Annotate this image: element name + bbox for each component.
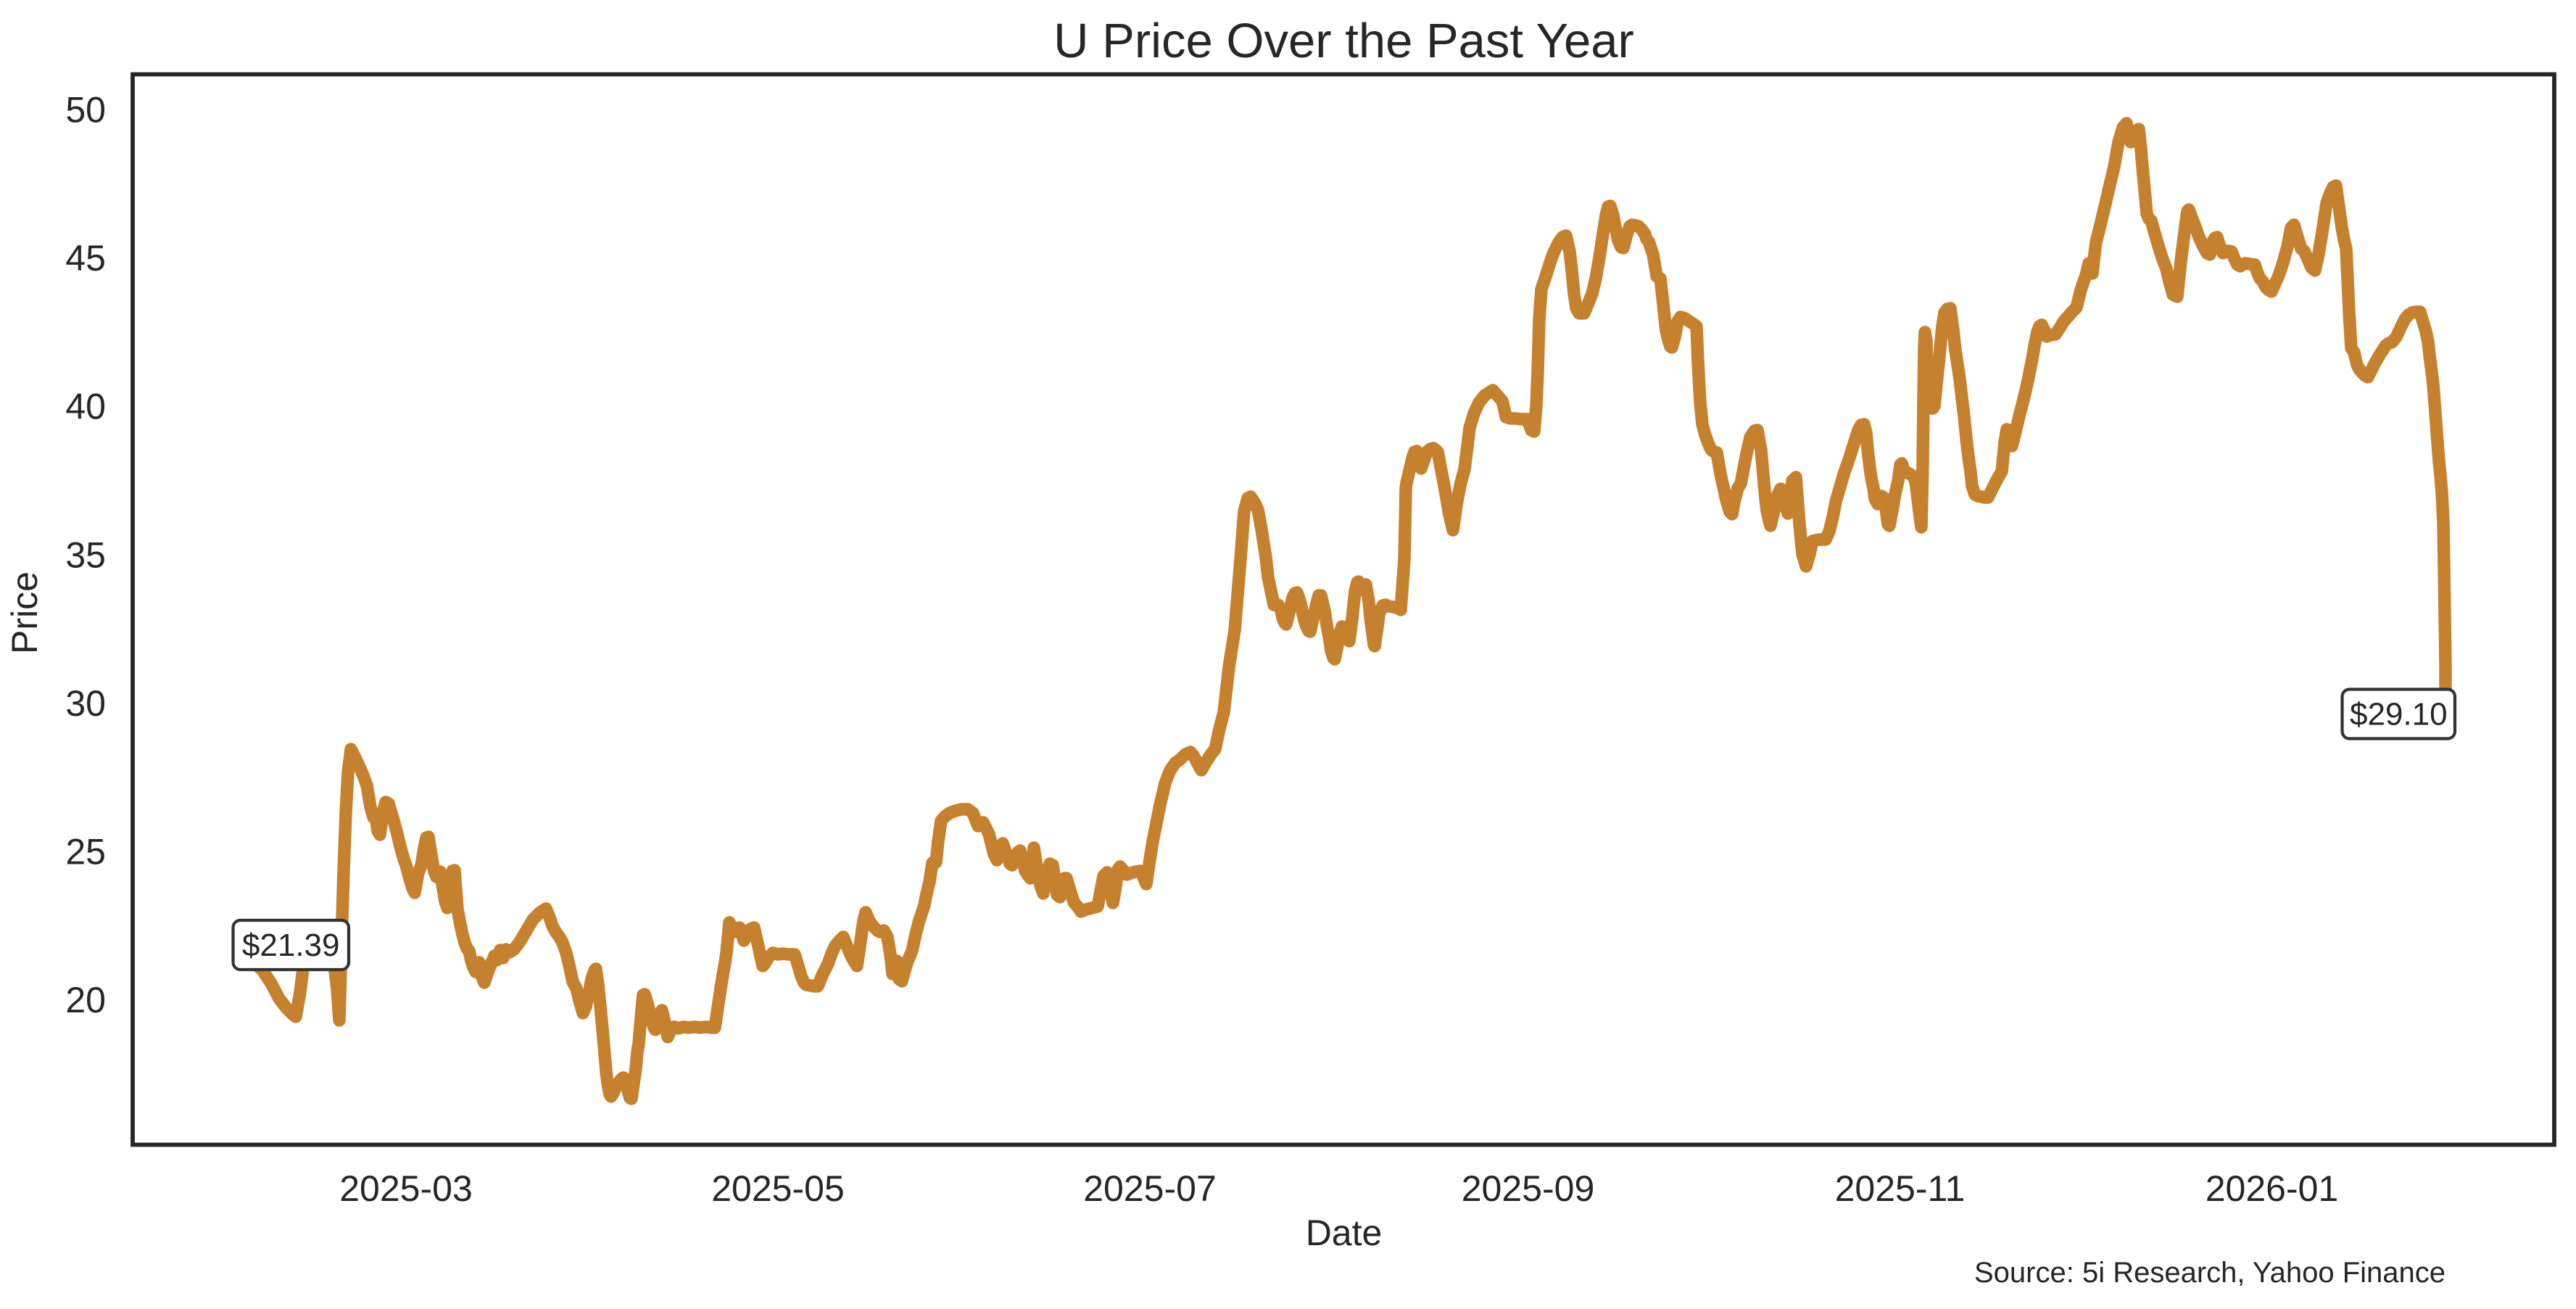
svg-text:25: 25 bbox=[65, 832, 106, 872]
svg-text:Price: Price bbox=[4, 571, 45, 654]
svg-text:50: 50 bbox=[65, 90, 106, 131]
svg-text:2025-11: 2025-11 bbox=[1835, 1168, 1966, 1209]
svg-text:2025-09: 2025-09 bbox=[1462, 1168, 1595, 1209]
svg-text:2026-01: 2026-01 bbox=[2206, 1168, 2339, 1209]
svg-text:30: 30 bbox=[65, 683, 106, 724]
svg-text:45: 45 bbox=[65, 238, 106, 278]
svg-text:Source: 5i Research, Yahoo Fin: Source: 5i Research, Yahoo Finance bbox=[1974, 1257, 2445, 1289]
svg-text:20: 20 bbox=[65, 980, 106, 1020]
svg-text:Date: Date bbox=[1306, 1213, 1383, 1253]
svg-text:35: 35 bbox=[65, 534, 106, 575]
svg-text:$21.39: $21.39 bbox=[242, 928, 340, 963]
svg-text:2025-03: 2025-03 bbox=[339, 1168, 473, 1209]
svg-text:2025-07: 2025-07 bbox=[1083, 1168, 1217, 1209]
svg-text:U Price Over the Past Year: U Price Over the Past Year bbox=[1053, 14, 1634, 68]
svg-text:2025-05: 2025-05 bbox=[711, 1168, 845, 1209]
svg-text:40: 40 bbox=[65, 387, 106, 427]
svg-text:$29.10: $29.10 bbox=[2350, 697, 2448, 732]
